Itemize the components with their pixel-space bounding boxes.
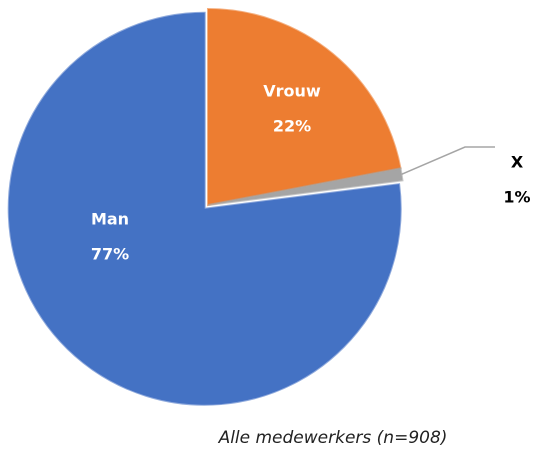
pie-slice bbox=[207, 167, 404, 206]
pie-slice bbox=[7, 11, 402, 406]
slice-label: Man bbox=[91, 210, 129, 229]
slice-label: Vrouw bbox=[263, 82, 321, 101]
slice-value-label: 77% bbox=[91, 245, 129, 264]
slice-value-label: 22% bbox=[273, 117, 311, 136]
chart-title: Alle medewerkers (n=908) bbox=[218, 428, 448, 448]
pie-slice bbox=[207, 7, 402, 207]
leader-line bbox=[401, 146, 495, 176]
slice-value-label: 1% bbox=[503, 188, 530, 207]
slice-label: X bbox=[511, 153, 524, 172]
